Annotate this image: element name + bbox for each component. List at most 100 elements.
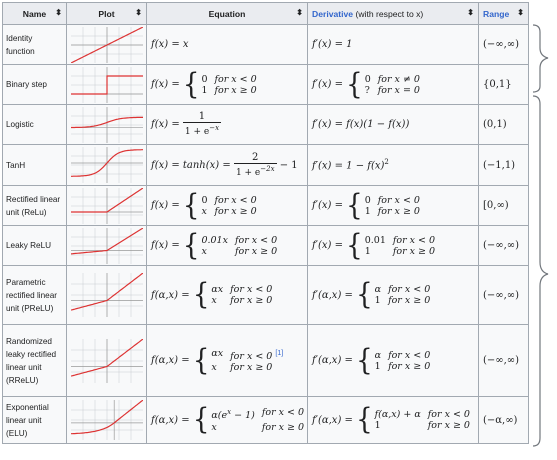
case-cond: for x < 0	[427, 409, 470, 420]
equation-text: f(x) = x	[151, 39, 189, 50]
case-value: f(α,x) + α	[374, 409, 421, 420]
equation-cell: f(α,x) = {α(ex − 1) for x < 0 x for x ≥ 0	[146, 396, 308, 444]
brace-glyph: {	[346, 189, 363, 222]
brace-top-group	[532, 24, 549, 93]
case-cond: for x < 0	[261, 407, 305, 419]
eq-lhs: f(x) =	[151, 79, 180, 90]
case-value: αx	[211, 284, 224, 295]
plot-curve-step	[70, 74, 143, 95]
case-value: 0	[364, 194, 371, 206]
equation-cell: f(x) = tanh(x) = 2 1 + e−2x − 1	[146, 144, 308, 186]
derivative-cell: f′(α,x) = {f(α,x) + α for x < 0 1 for x ≥ 0	[307, 396, 479, 444]
case-cond: for x < 0	[392, 234, 436, 246]
eq-lhs: f(x) =	[151, 240, 180, 251]
derivative-cell: f′(α,x) = {α for x < 0 1 for x ≥ 0	[307, 324, 479, 397]
derivative-cell: f′(x) = {0 for x ≠ 0? for x = 0	[307, 64, 479, 105]
eq-rest: − 1	[279, 159, 298, 171]
plot-curve-prelu	[70, 273, 143, 311]
sort-icon[interactable]: ⬍	[55, 8, 62, 17]
case-cond: for x < 0	[230, 284, 273, 295]
table-row: Parametric rectified linear unit (PReLU)…	[2, 265, 529, 325]
frac-exp: −x	[209, 124, 220, 132]
sort-icon[interactable]: ⬍	[296, 8, 303, 17]
row-name: Leaky ReLU	[2, 225, 67, 266]
equation-cell: f(x) = x	[146, 24, 308, 65]
plot-curve-relu	[70, 187, 143, 213]
case-cond: for x < 0	[214, 73, 257, 85]
equation-cell: f(x) = 1 1 + e−x	[146, 104, 308, 145]
equation-cell: f(x) = {0 for x < 0 x for x ≥ 0	[146, 185, 308, 226]
case-cond: for x = 0	[377, 84, 420, 96]
der-lhs: f′(α,x) =	[312, 355, 353, 366]
derivative-suffix: (with respect to x)	[355, 8, 424, 19]
table-row: Randomized leaky rectified linear unit (…	[2, 324, 529, 397]
header-plot[interactable]: Plot ⬍	[66, 2, 147, 25]
header-name-label: Name	[22, 8, 47, 19]
table-row: Rectified linear unit (ReLu) f(x) = {0 fo…	[2, 185, 529, 226]
derivative-link[interactable]: Derivative	[312, 8, 354, 19]
case-value: x	[201, 205, 207, 217]
case-value: 0	[201, 73, 208, 85]
plot-curve-elu	[70, 400, 143, 435]
case-value: x	[211, 295, 217, 306]
der-lhs: f′(α,x) =	[312, 414, 353, 426]
header-row: Name ⬍ Plot ⬍ Equation ⬍ Derivative (with r…	[2, 2, 529, 25]
header-equation[interactable]: Equation ⬍	[146, 2, 308, 25]
plot-prelu	[70, 273, 143, 317]
case-cond: for x < 0	[388, 349, 431, 361]
range-cell: {0,1}	[478, 64, 529, 105]
brace-glyph: {	[356, 344, 373, 377]
header-name[interactable]: Name ⬍	[2, 2, 67, 25]
case-value: 1	[364, 245, 371, 257]
plot-cell	[66, 265, 147, 325]
case-cond: for x ≥ 0	[427, 420, 470, 431]
case-exp: x	[227, 408, 232, 417]
activation-functions-table: Name ⬍ Plot ⬍ Equation ⬍ Derivative (with r…	[2, 2, 529, 444]
derivative-text: f′(x) = 1 − f(x)	[312, 160, 385, 172]
sort-icon[interactable]: ⬍	[135, 8, 142, 17]
derivative-cell: f′(x) = 1	[307, 24, 479, 65]
case-value-close: − 1)	[231, 410, 255, 422]
plot-rrelu	[70, 338, 143, 383]
case-value: 0	[364, 73, 371, 85]
case-cond: for x < 0	[234, 234, 278, 246]
sort-icon[interactable]: ⬍	[467, 8, 474, 17]
brace-glyph: {	[192, 344, 210, 377]
der-lhs: f′(x) =	[312, 79, 343, 90]
range-link[interactable]: Range	[483, 8, 510, 19]
case-cond: for x ≥ 0	[388, 295, 431, 306]
eq-lhs: f(x) =	[151, 200, 180, 211]
plot-cell	[66, 324, 147, 397]
brace-glyph: {	[182, 189, 200, 222]
equation-cell: f(x) = {0.01x for x < 0 x for x ≥ 0	[146, 225, 308, 266]
header-derivative[interactable]: Derivative (with respect to x) ⬍	[307, 2, 479, 25]
table-row: TanH f(x) = tanh(x) = 2 1 + e−2x − 1 f′(x…	[2, 144, 529, 186]
plot-cell	[66, 144, 147, 186]
sort-icon[interactable]: ⬍	[517, 8, 524, 17]
case-cond: for x < 0	[230, 351, 273, 363]
case-value: x	[201, 245, 207, 257]
row-name: Binary step	[2, 64, 67, 105]
range-cell: (−∞,∞)	[478, 265, 529, 325]
plot-curve-rrelu	[70, 338, 143, 377]
plot-curve-tanh	[70, 149, 143, 177]
frac-num: 2	[233, 152, 277, 164]
plot-curve-leaky	[70, 227, 143, 254]
derivative-text: f′(x) = 1	[312, 39, 353, 50]
case-cond: for x < 0	[388, 284, 431, 295]
plot-logistic	[70, 106, 143, 143]
brace-glyph: {	[192, 403, 210, 437]
case-cond: for x ≥ 0	[388, 360, 431, 372]
range-cell: (−∞,∞)	[478, 225, 529, 266]
der-lhs: f′(x) =	[312, 240, 343, 251]
derivative-cell: f′(x) = f(x)(1 − f(x))	[307, 104, 479, 145]
header-range[interactable]: Range ⬍	[478, 2, 529, 25]
case-cond: for x < 0	[214, 194, 257, 206]
range-cell: [0,∞)	[478, 185, 529, 226]
case-value: 1	[364, 205, 371, 217]
reference-link[interactable]: [1]	[275, 349, 284, 357]
row-name: Rectified linear unit (ReLu)	[2, 185, 67, 226]
case-cond: for x ≥ 0	[377, 205, 420, 217]
brace-glyph: {	[346, 229, 363, 262]
